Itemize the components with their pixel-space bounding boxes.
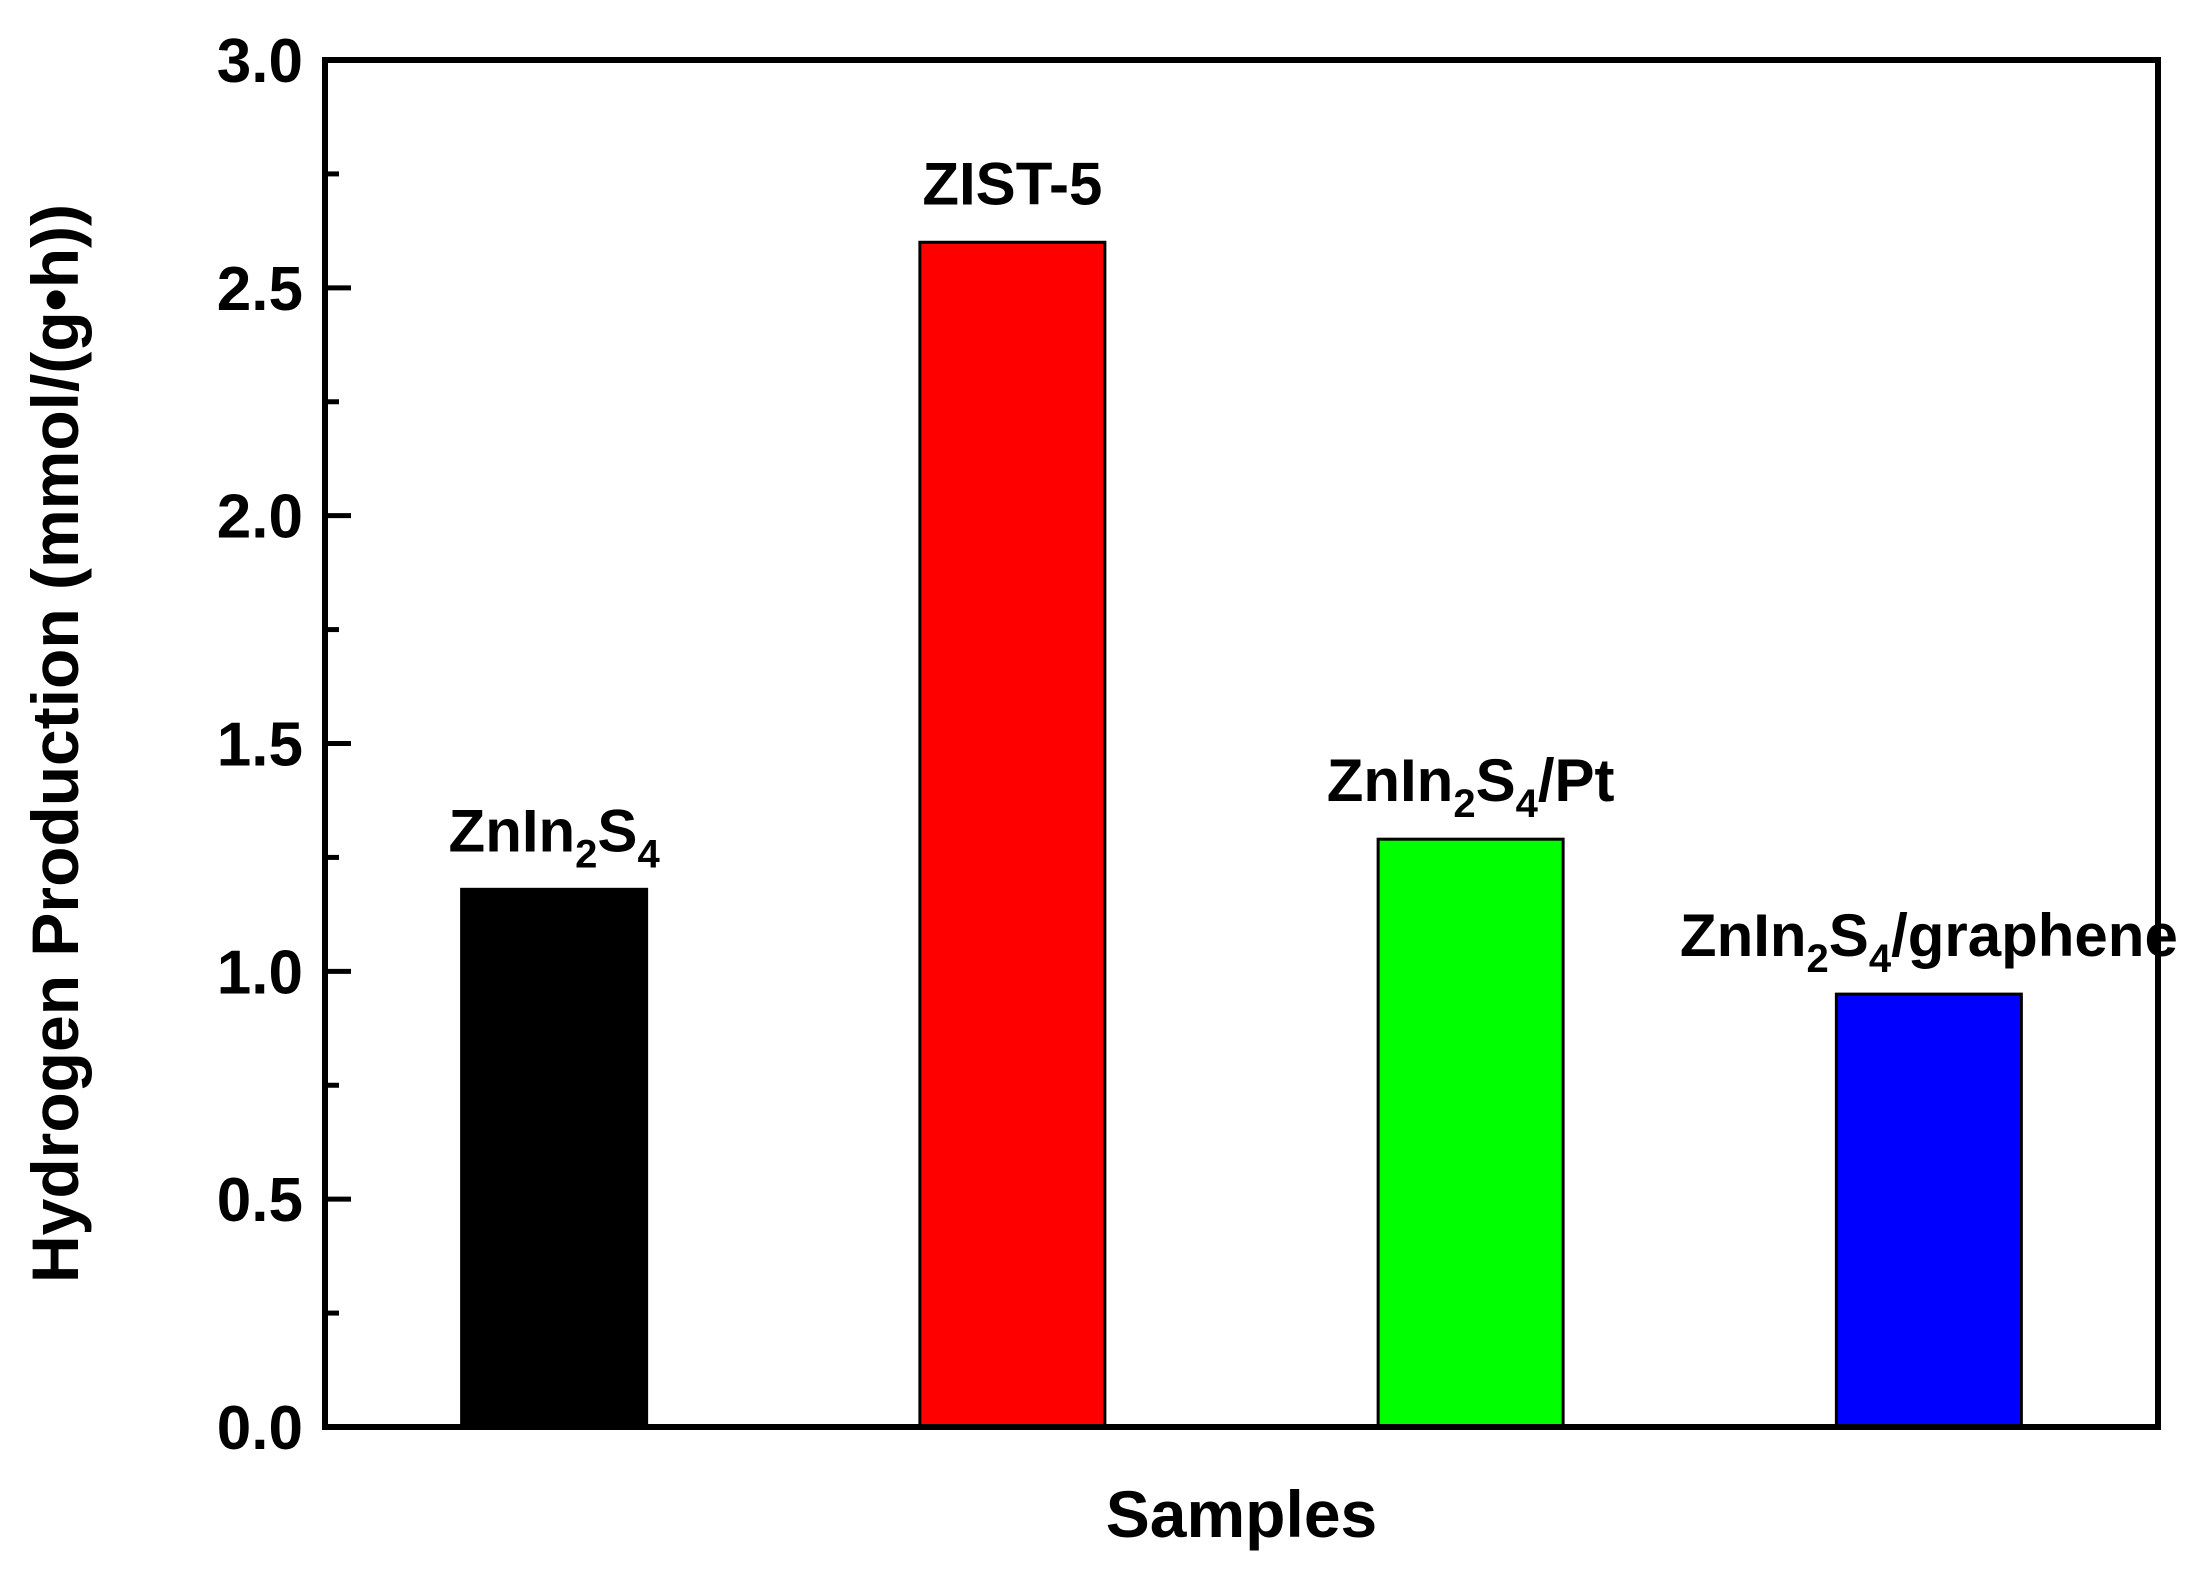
bar-2: [918, 240, 1107, 1429]
x-axis-title: Samples: [1106, 1477, 1377, 1551]
bar-4: [1834, 992, 2023, 1429]
y-tick-label: 0.5: [217, 1166, 303, 1235]
bar-labels-layer: ZnIn2S4 ZIST-5 ZnIn2S4/Pt ZnIn2S4/graphene: [449, 150, 2178, 981]
y-tick-label: 2.5: [217, 255, 303, 324]
y-tick-label: 0.0: [217, 1394, 303, 1463]
bars-layer: [460, 240, 2023, 1429]
plot-frame: [322, 57, 2161, 1430]
y-tick-label: 1.0: [217, 938, 303, 1007]
bar-3: [1376, 837, 1565, 1429]
bar-1: [460, 887, 649, 1429]
y-tick-label: 2.0: [217, 483, 303, 552]
y-axis-title: Hydrogen Production (mmol/(g•h)): [18, 204, 92, 1283]
y-tick-label: 3.0: [217, 27, 303, 96]
bar-label-2: ZIST-5: [922, 150, 1102, 217]
y-axis-ticks: 0.0 0.5 1.0 1.5 2.0 2.5 3.0: [217, 27, 351, 1463]
y-tick-label: 1.5: [217, 711, 303, 780]
bar-label-1: ZnIn2S4: [449, 797, 661, 876]
bar-label-3: ZnIn2S4/Pt: [1327, 747, 1615, 826]
bar-label-4: ZnIn2S4/graphene: [1680, 902, 2178, 981]
